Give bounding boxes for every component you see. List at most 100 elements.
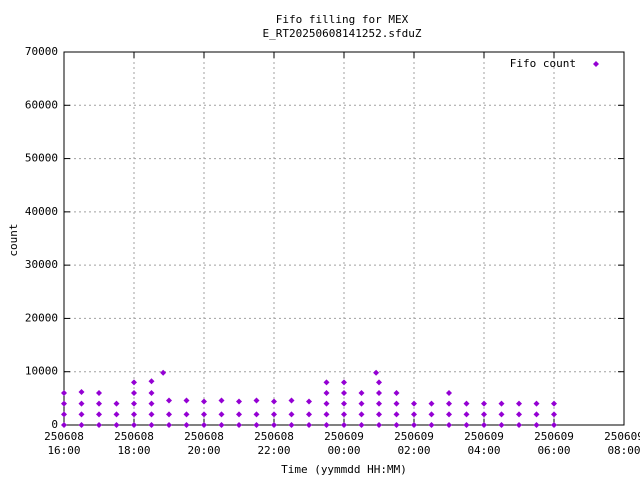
point bbox=[183, 411, 190, 418]
point bbox=[96, 411, 102, 418]
point bbox=[113, 400, 120, 407]
x-tick-label: 250608 20:00 bbox=[184, 430, 224, 457]
y-tick-label: 30000 bbox=[25, 258, 58, 271]
x-tick-label: 250609 06:00 bbox=[534, 430, 574, 457]
point bbox=[131, 411, 137, 418]
point bbox=[498, 411, 505, 418]
point bbox=[61, 390, 67, 397]
point bbox=[323, 379, 330, 386]
point bbox=[516, 411, 522, 418]
point bbox=[376, 379, 382, 386]
point bbox=[481, 422, 487, 428]
point bbox=[376, 400, 382, 407]
point bbox=[131, 379, 137, 386]
point bbox=[96, 390, 102, 397]
point bbox=[411, 422, 417, 428]
point bbox=[393, 400, 400, 407]
point bbox=[446, 422, 452, 428]
point bbox=[411, 400, 417, 407]
y-tick-label: 50000 bbox=[25, 152, 58, 165]
point bbox=[218, 397, 225, 404]
point bbox=[341, 390, 347, 397]
point bbox=[271, 422, 277, 428]
point bbox=[131, 400, 137, 407]
point bbox=[166, 422, 172, 428]
point bbox=[551, 422, 557, 428]
point bbox=[306, 398, 312, 405]
point bbox=[236, 398, 242, 405]
point bbox=[131, 422, 137, 428]
point bbox=[341, 422, 347, 428]
point bbox=[218, 411, 225, 418]
point bbox=[446, 411, 452, 418]
point bbox=[323, 390, 330, 397]
point bbox=[323, 411, 330, 418]
point bbox=[148, 390, 155, 397]
point bbox=[148, 411, 155, 418]
y-tick-label: 60000 bbox=[25, 98, 58, 111]
point bbox=[533, 400, 540, 407]
point bbox=[393, 411, 400, 418]
point bbox=[253, 422, 260, 428]
point bbox=[516, 422, 522, 428]
point bbox=[201, 411, 207, 418]
x-axis-label: Time (yymmdd HH:MM) bbox=[281, 463, 407, 476]
point bbox=[428, 400, 435, 407]
point bbox=[113, 422, 120, 428]
point bbox=[306, 422, 312, 428]
point bbox=[481, 400, 487, 407]
point bbox=[358, 400, 365, 407]
point bbox=[148, 378, 155, 385]
y-tick-label: 0 bbox=[51, 418, 58, 431]
legend-marker bbox=[593, 61, 599, 67]
point bbox=[183, 397, 190, 404]
x-tick-label: 250609 00:00 bbox=[324, 430, 364, 457]
y-tick-label: 10000 bbox=[25, 365, 58, 378]
point bbox=[481, 411, 487, 418]
point bbox=[463, 411, 470, 418]
point bbox=[551, 400, 557, 407]
point bbox=[498, 400, 505, 407]
point bbox=[323, 400, 330, 407]
x-tick-label: 250608 22:00 bbox=[254, 430, 294, 457]
point bbox=[78, 411, 85, 418]
point bbox=[96, 422, 102, 428]
point bbox=[376, 390, 382, 397]
point bbox=[236, 411, 242, 418]
point bbox=[61, 411, 67, 418]
point bbox=[113, 411, 120, 418]
point bbox=[463, 422, 470, 428]
x-tick-label: 250609 08:00 bbox=[604, 430, 640, 457]
point bbox=[533, 422, 540, 428]
point bbox=[373, 369, 380, 376]
point bbox=[131, 390, 137, 397]
point bbox=[551, 411, 557, 418]
y-tick-label: 70000 bbox=[25, 45, 58, 58]
point bbox=[288, 397, 295, 404]
point bbox=[288, 411, 295, 418]
point bbox=[148, 422, 155, 428]
point bbox=[201, 398, 207, 405]
point bbox=[463, 400, 470, 407]
point bbox=[323, 422, 330, 428]
point bbox=[61, 422, 67, 428]
point bbox=[96, 400, 102, 407]
point bbox=[288, 422, 295, 428]
point bbox=[78, 422, 85, 428]
point bbox=[78, 400, 85, 407]
point bbox=[166, 411, 172, 418]
y-tick-label: 20000 bbox=[25, 311, 58, 324]
point bbox=[498, 422, 505, 428]
point bbox=[393, 422, 400, 428]
point bbox=[393, 390, 400, 397]
point bbox=[183, 422, 190, 428]
point bbox=[61, 400, 67, 407]
point bbox=[78, 388, 85, 395]
point bbox=[358, 422, 365, 428]
point bbox=[253, 411, 260, 418]
point bbox=[218, 422, 225, 428]
point bbox=[446, 390, 452, 397]
point bbox=[516, 400, 522, 407]
chart-subtitle: E_RT20250608141252.sfduZ bbox=[263, 27, 422, 40]
point bbox=[428, 411, 435, 418]
